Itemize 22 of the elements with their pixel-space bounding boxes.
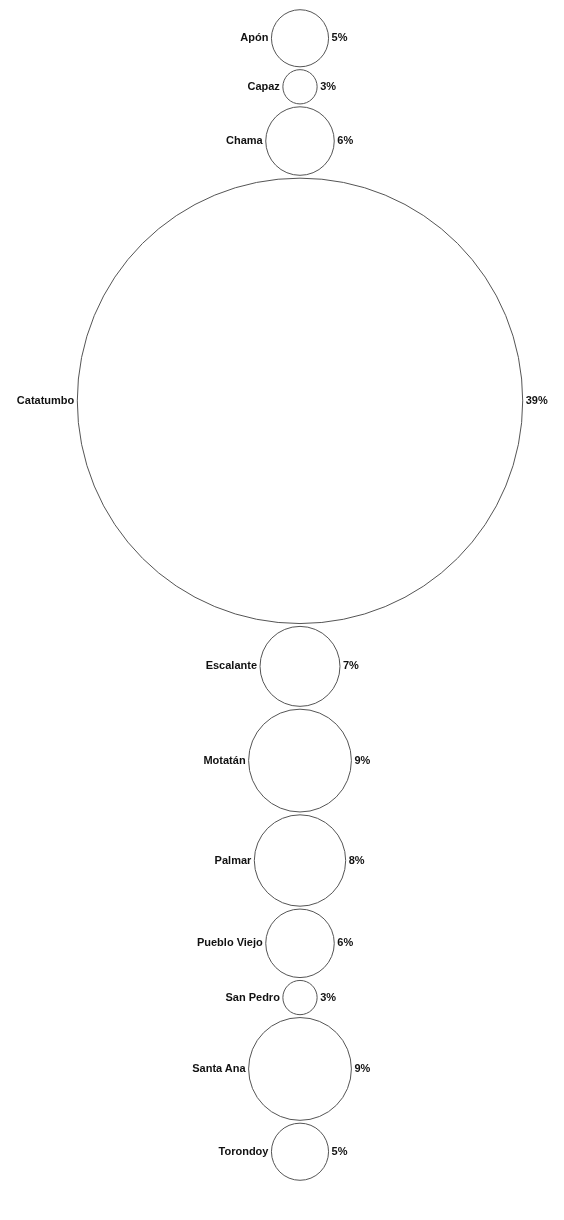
data-label: 6%: [337, 134, 354, 147]
category-label: San Pedro: [225, 990, 281, 1003]
category-label: Escalante: [205, 659, 258, 672]
data-label: 7%: [342, 659, 360, 672]
data-label: 9%: [354, 1061, 371, 1074]
category-label: Apón: [240, 31, 269, 44]
data-label: 8%: [348, 853, 365, 866]
data-label: 39%: [525, 393, 548, 406]
data-label: 5%: [331, 31, 348, 44]
data-label: 9%: [354, 753, 371, 766]
category-label: Capaz: [247, 79, 281, 92]
category-label: Torondoy: [218, 1144, 270, 1157]
category-label: Catatumbo: [16, 393, 75, 406]
category-label: Santa Ana: [192, 1061, 247, 1074]
category-label: Palmar: [214, 853, 253, 866]
category-label: Chama: [226, 134, 264, 147]
category-label: Pueblo Viejo: [196, 936, 264, 949]
category-label: Motatán: [203, 753, 246, 766]
data-label: 3%: [320, 79, 337, 92]
data-label: 6%: [337, 936, 354, 949]
data-label: 3%: [320, 990, 337, 1003]
data-label: 5%: [331, 1144, 348, 1157]
